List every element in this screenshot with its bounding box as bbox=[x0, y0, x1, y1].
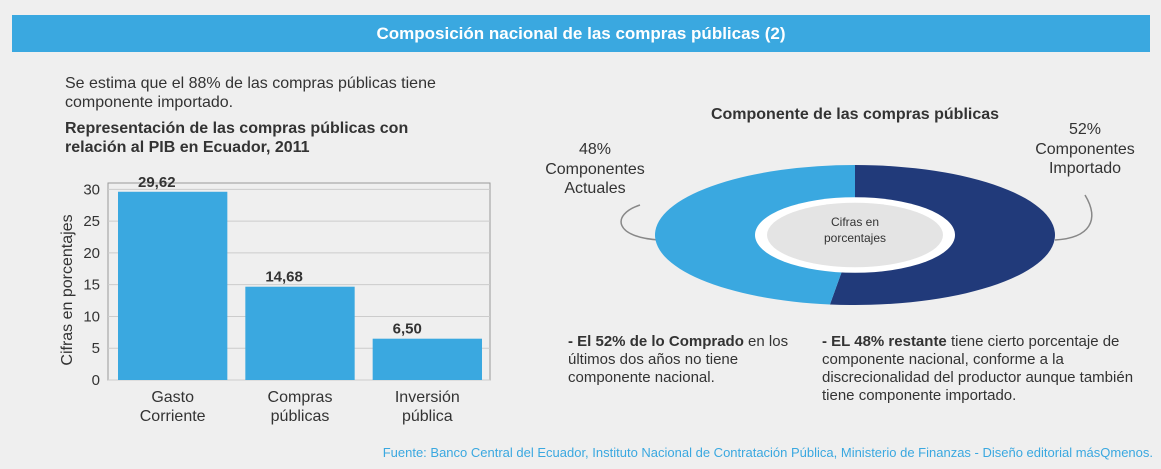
header-title: Composición nacional de las compras públ… bbox=[376, 24, 786, 43]
value-label: 52% bbox=[1068, 121, 1102, 138]
header-bar bbox=[12, 15, 1150, 52]
connector bbox=[620, 204, 661, 241]
y-tick-label: 10 bbox=[83, 308, 100, 325]
value-label: 48% bbox=[578, 141, 612, 158]
bar bbox=[118, 191, 228, 380]
connector bbox=[1054, 194, 1093, 241]
center-label: Cifras en porcentajes bbox=[823, 215, 887, 245]
note-text: tiene cierto porcentaje de componente na… bbox=[822, 333, 1134, 404]
y-tick-label: 5 bbox=[92, 340, 100, 357]
source: Fuente: Banco Central del Ecuador, Insti… bbox=[382, 445, 1153, 460]
chart-title: Representación de las compras públicas c… bbox=[65, 120, 409, 156]
bar bbox=[245, 286, 355, 380]
value-label: 6,50 bbox=[393, 321, 422, 338]
legend-label: Componentes Importado bbox=[1035, 141, 1135, 177]
donut bbox=[654, 165, 1055, 305]
note-bold: - EL 48% restante bbox=[822, 333, 947, 350]
y-tick-label: 25 bbox=[83, 213, 100, 230]
value-label: 14,68 bbox=[265, 269, 303, 286]
value-label: 29,62 bbox=[138, 174, 176, 191]
x-tick-label: Compras públicas bbox=[267, 389, 333, 425]
y-tick-label: 0 bbox=[92, 372, 100, 389]
y-tick-label: 15 bbox=[83, 277, 100, 294]
note-text: en los últimos dos años no tiene compone… bbox=[568, 333, 789, 386]
note: - El 52% de lo Comprado en los últimos d… bbox=[568, 333, 808, 387]
x-tick-label: Inversión pública bbox=[394, 389, 460, 425]
y-tick-label: 20 bbox=[83, 245, 100, 262]
bar bbox=[372, 338, 482, 380]
legend-label: Componentes Actuales bbox=[545, 161, 645, 197]
chart-title: Componente de las compras públicas bbox=[710, 106, 1000, 123]
intro: Se estima que el 88% de las compras públ… bbox=[65, 75, 436, 111]
y-tick-label: 30 bbox=[83, 181, 100, 198]
donut-slice bbox=[654, 165, 855, 305]
x-tick-label: Gasto Corriente bbox=[139, 389, 206, 425]
y-axis-label: Cifras en porcentajes bbox=[59, 214, 76, 365]
donut-center bbox=[767, 202, 943, 268]
note: - EL 48% restante tiene cierto porcentaj… bbox=[822, 333, 1142, 405]
note-bold: - El 52% de lo Comprado bbox=[568, 333, 744, 350]
